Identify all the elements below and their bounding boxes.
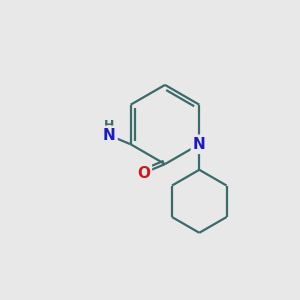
Text: N: N <box>103 128 116 143</box>
Text: H: H <box>104 119 114 132</box>
Text: N: N <box>193 137 206 152</box>
Text: O: O <box>137 166 150 181</box>
